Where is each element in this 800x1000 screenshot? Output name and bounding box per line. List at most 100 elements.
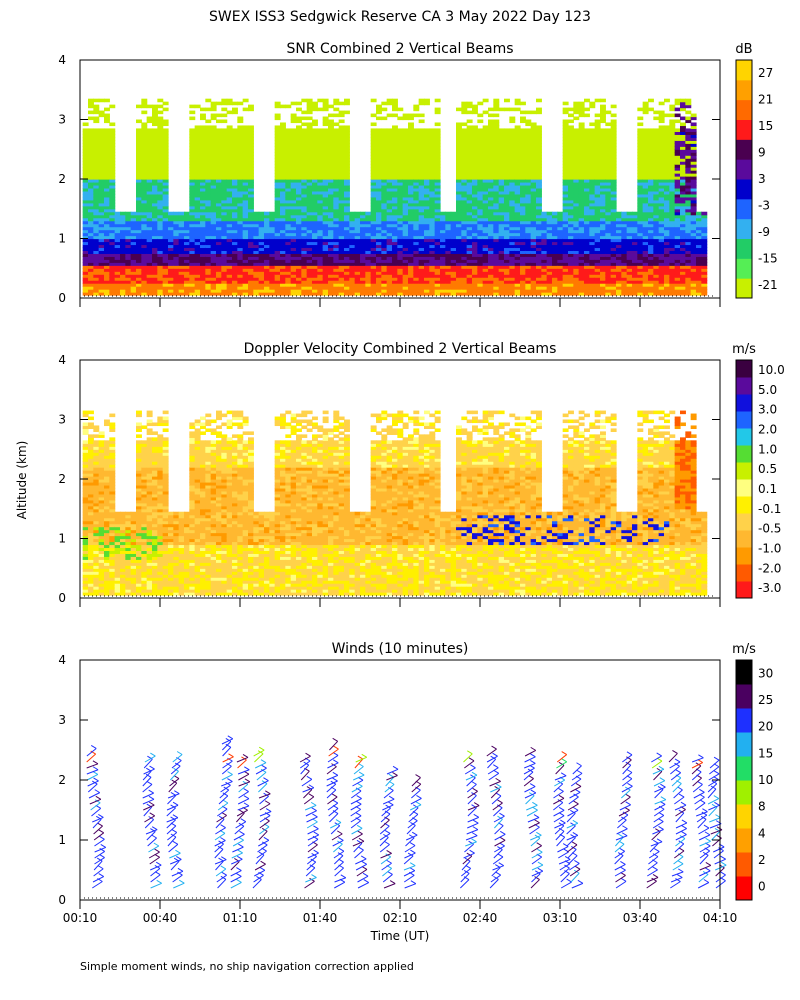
snr-cell bbox=[290, 235, 297, 240]
snr-cell bbox=[189, 229, 196, 234]
snr-cell bbox=[344, 125, 350, 130]
snr-cell bbox=[317, 128, 324, 132]
snr-cell bbox=[290, 128, 297, 132]
snr-cell bbox=[109, 250, 116, 254]
snr-cell bbox=[194, 250, 201, 254]
snr-cell bbox=[274, 167, 281, 171]
snr-cell bbox=[130, 292, 137, 296]
snr-cell bbox=[136, 259, 142, 263]
snr-cell bbox=[514, 98, 521, 103]
snr-cell bbox=[226, 277, 233, 281]
snr-cell bbox=[168, 250, 174, 254]
snr-cell bbox=[210, 170, 217, 174]
snr-cell bbox=[88, 181, 94, 186]
snr-cell bbox=[152, 113, 158, 118]
snr-cell bbox=[93, 277, 100, 281]
snr-cell bbox=[306, 280, 313, 284]
snr-cell bbox=[306, 140, 313, 144]
snr-cell bbox=[285, 146, 292, 150]
snr-cell bbox=[205, 140, 212, 144]
snr-cell bbox=[194, 134, 201, 138]
snr-cell bbox=[274, 211, 281, 216]
snr-cell bbox=[141, 158, 148, 162]
snr-cell bbox=[296, 137, 302, 141]
snr-cell bbox=[232, 155, 238, 159]
snr-cell bbox=[210, 235, 217, 240]
snr-cell bbox=[189, 164, 196, 168]
snr-cell bbox=[93, 149, 100, 153]
snr-cell bbox=[226, 292, 233, 296]
snr-cell bbox=[93, 229, 100, 234]
snr-cell bbox=[189, 161, 196, 165]
snr-cell bbox=[306, 265, 313, 269]
snr-cell bbox=[253, 292, 260, 296]
snr-cell bbox=[573, 101, 580, 106]
snr-cell bbox=[242, 173, 249, 177]
snr-cell bbox=[189, 173, 196, 177]
snr-cell bbox=[82, 226, 89, 231]
snr-cell bbox=[136, 137, 142, 141]
snr-cell bbox=[237, 131, 244, 135]
snr-cell bbox=[152, 247, 158, 251]
snr-cell bbox=[242, 176, 249, 180]
snr-cell bbox=[162, 170, 169, 174]
snr-cell bbox=[125, 256, 132, 260]
snr-cell bbox=[285, 244, 292, 249]
snr-cell bbox=[221, 146, 228, 150]
snr-cell bbox=[152, 104, 158, 109]
snr-cell bbox=[232, 265, 238, 269]
snr-cell bbox=[109, 277, 116, 281]
snr-cell bbox=[141, 104, 148, 109]
snr-cell bbox=[216, 199, 222, 204]
snr-cell bbox=[168, 244, 174, 249]
snr-cell bbox=[541, 211, 548, 216]
snr-cell bbox=[200, 211, 206, 216]
snr-cell bbox=[114, 280, 121, 284]
snr-cell bbox=[205, 125, 212, 130]
snr-cell bbox=[152, 187, 158, 192]
snr-cell bbox=[152, 173, 158, 177]
snr-cell bbox=[109, 256, 116, 260]
snr-cell bbox=[184, 235, 190, 240]
snr-cell bbox=[274, 274, 281, 278]
snr-cell bbox=[136, 140, 142, 144]
snr-cell bbox=[168, 280, 174, 284]
snr-cell bbox=[189, 190, 196, 195]
snr-cell bbox=[285, 193, 292, 198]
snr-cell bbox=[232, 170, 238, 174]
snr-cell bbox=[290, 280, 297, 284]
snr-cell bbox=[189, 110, 196, 115]
snr-cell bbox=[205, 137, 212, 141]
snr-cell bbox=[509, 107, 516, 112]
snr-cell bbox=[269, 283, 276, 287]
snr-cell bbox=[216, 220, 222, 225]
snr-cell bbox=[248, 226, 254, 231]
snr-cell bbox=[216, 119, 222, 124]
snr-cell bbox=[413, 128, 420, 132]
snr-cell bbox=[125, 262, 132, 266]
snr-cell bbox=[232, 286, 238, 290]
snr-cell bbox=[168, 211, 174, 216]
snr-cell bbox=[285, 176, 292, 180]
snr-cell bbox=[104, 187, 110, 192]
snr-cell bbox=[365, 211, 372, 216]
snr-cell bbox=[157, 143, 164, 147]
snr-cell bbox=[221, 190, 228, 195]
snr-cell bbox=[98, 277, 105, 281]
snr-cell bbox=[104, 167, 110, 171]
snr-cell bbox=[285, 190, 292, 195]
snr-cell bbox=[280, 220, 286, 225]
snr-cell bbox=[200, 208, 206, 213]
snr-cell bbox=[104, 241, 110, 246]
snr-cell bbox=[306, 152, 313, 156]
snr-cell bbox=[285, 155, 292, 159]
snr-cell bbox=[82, 229, 89, 234]
snr-cell bbox=[210, 259, 217, 263]
snr-cell bbox=[306, 137, 313, 141]
snr-cell bbox=[216, 170, 222, 174]
snr-cell bbox=[237, 232, 244, 237]
snr-cell bbox=[280, 226, 286, 231]
snr-cell bbox=[136, 277, 142, 281]
snr-cell bbox=[274, 217, 281, 222]
snr-cell bbox=[280, 205, 286, 210]
